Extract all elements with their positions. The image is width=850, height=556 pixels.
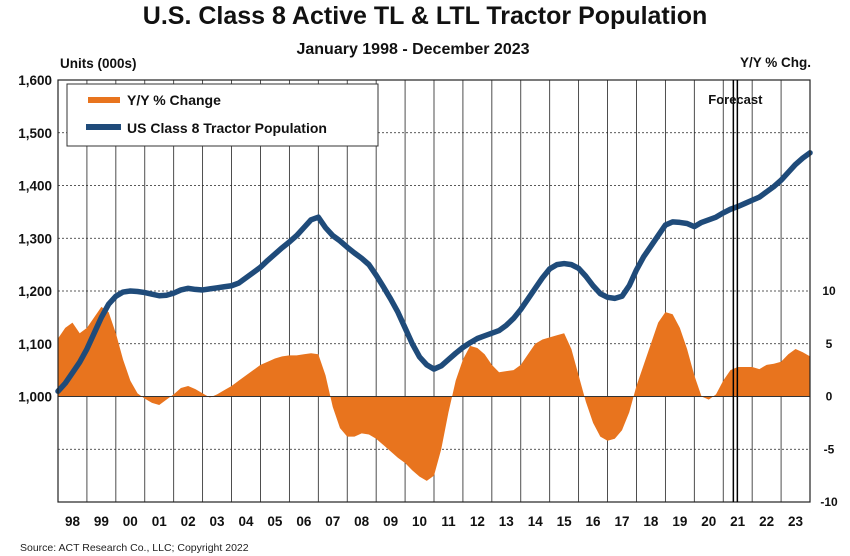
legend-swatch-yoy bbox=[88, 97, 120, 103]
x-tick-label: 98 bbox=[65, 514, 81, 529]
legend-label-population: US Class 8 Tractor Population bbox=[127, 120, 327, 136]
right-axis-label: Y/Y % Chg. bbox=[740, 55, 811, 70]
right-tick-label: -5 bbox=[824, 442, 835, 456]
x-tick-label: 23 bbox=[788, 514, 804, 529]
right-axis-ticks: -10 -5 0 5 10 bbox=[820, 284, 838, 509]
legend-box bbox=[66, 83, 379, 147]
plot-frame bbox=[57, 79, 811, 503]
tractor-population-line bbox=[55, 150, 813, 394]
right-tick-label: 10 bbox=[822, 284, 836, 298]
x-tick-label: 13 bbox=[499, 514, 515, 529]
left-tick-label: 1,400 bbox=[18, 179, 52, 194]
x-tick-label: 10 bbox=[412, 514, 427, 529]
legend: Y/Y % Change US Class 8 Tractor Populati… bbox=[66, 83, 379, 147]
x-tick-label: 00 bbox=[123, 514, 138, 529]
x-tick-label: 03 bbox=[210, 514, 226, 529]
x-tick-label: 12 bbox=[470, 514, 485, 529]
x-tick-label: 11 bbox=[441, 514, 456, 529]
x-tick-label: 09 bbox=[383, 514, 398, 529]
left-tick-label: 1,000 bbox=[18, 390, 52, 405]
left-tick-label: 1,600 bbox=[18, 73, 52, 88]
left-tick-label: 1,200 bbox=[18, 284, 52, 299]
x-tick-label: 16 bbox=[586, 514, 602, 529]
x-tick-label: 04 bbox=[238, 514, 254, 529]
x-tick-label: 21 bbox=[730, 514, 746, 529]
x-tick-label: 15 bbox=[557, 514, 573, 529]
yoy-change-area bbox=[58, 306, 810, 481]
x-tick-label: 17 bbox=[614, 514, 629, 529]
yoy-area-path bbox=[58, 306, 810, 481]
legend-label-yoy: Y/Y % Change bbox=[127, 92, 221, 108]
x-tick-label: 06 bbox=[296, 514, 312, 529]
x-tick-label: 05 bbox=[267, 514, 283, 529]
forecast-label: Forecast bbox=[708, 92, 763, 107]
x-tick-label: 14 bbox=[528, 514, 544, 529]
x-tick-label: 19 bbox=[672, 514, 687, 529]
x-tick-label: 02 bbox=[181, 514, 196, 529]
x-tick-label: 20 bbox=[701, 514, 716, 529]
right-tick-label: 5 bbox=[826, 337, 833, 351]
left-tick-label: 1,300 bbox=[18, 231, 52, 246]
x-axis-ticks: 98 99 00 01 02 03 04 05 06 07 08 09 10 11 12 13 14 15 16 17… bbox=[65, 514, 804, 529]
x-tick-label: 01 bbox=[152, 514, 168, 529]
right-tick-label: -10 bbox=[820, 495, 838, 509]
chart-title: U.S. Class 8 Active TL & LTL Tractor Pop… bbox=[143, 2, 707, 30]
x-tick-label: 22 bbox=[759, 514, 774, 529]
forecast-marker: Forecast bbox=[708, 80, 763, 502]
left-axis-ticks: 1,000 1,100 1,200 1,300 1,400 1,500 1,600 bbox=[18, 73, 52, 405]
left-tick-label: 1,100 bbox=[18, 337, 52, 352]
x-tick-label: 18 bbox=[643, 514, 659, 529]
source-note: Source: ACT Research Co., LLC; Copyright… bbox=[20, 542, 249, 554]
population-polyline bbox=[55, 150, 813, 394]
left-tick-label: 1,500 bbox=[18, 126, 52, 141]
chart-subtitle: January 1998 - December 2023 bbox=[296, 41, 529, 58]
x-tick-label: 99 bbox=[94, 514, 109, 529]
left-axis-label: Units (000s) bbox=[60, 56, 137, 71]
plot-border bbox=[57, 79, 811, 503]
x-tick-label: 07 bbox=[325, 514, 340, 529]
x-tick-label: 08 bbox=[354, 514, 370, 529]
right-tick-label: 0 bbox=[826, 390, 833, 404]
